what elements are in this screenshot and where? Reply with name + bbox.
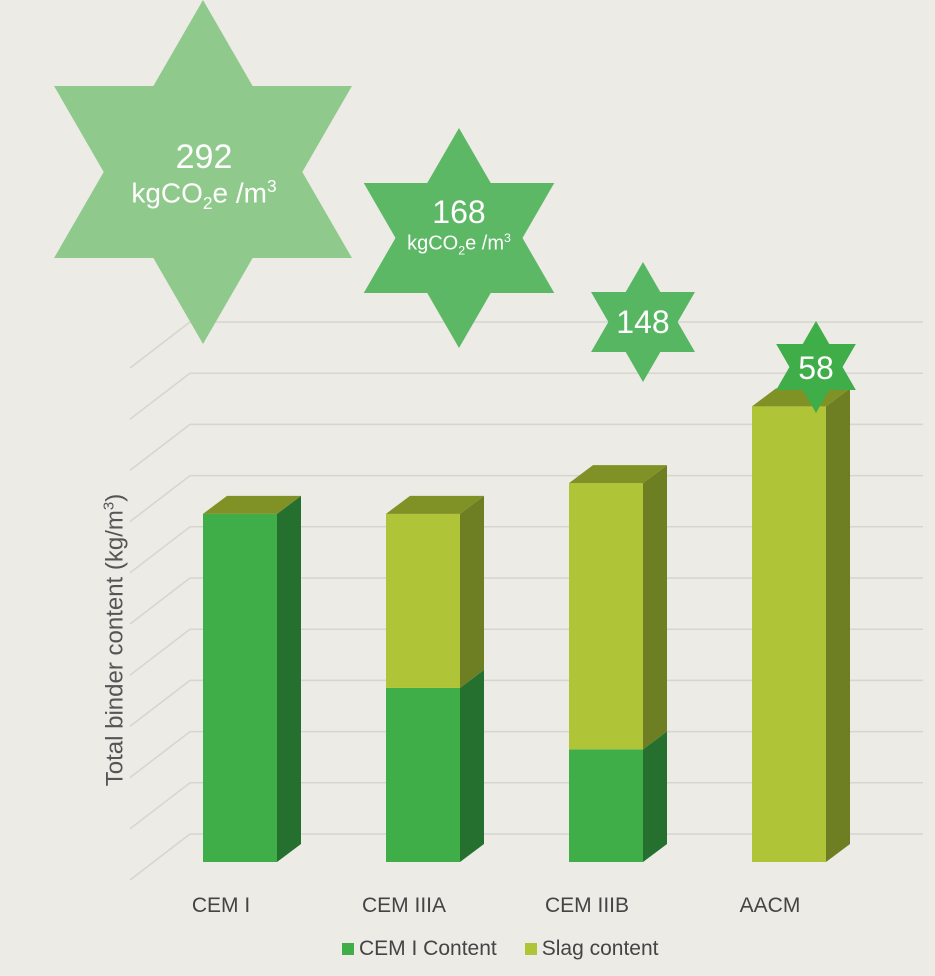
gridline-diagonal: [129, 731, 191, 779]
gridline-diagonal: [129, 782, 191, 830]
bar-side-cem-i-content: [460, 669, 484, 862]
gridline-diagonal: [129, 423, 191, 471]
bar-cem-i-content: [386, 687, 460, 862]
bar-slag-content: [569, 483, 643, 750]
co2-star-annotations: [54, 0, 856, 413]
bar-top: [386, 495, 484, 514]
legend-item-cem-i-content: CEM I Content: [342, 937, 497, 961]
gridline-diagonal: [129, 475, 191, 523]
legend: CEM I Content Slag content: [342, 937, 659, 961]
gridline-diagonal: [129, 577, 191, 625]
gridline-diagonal: [129, 679, 191, 727]
bars: [203, 388, 850, 862]
star-label-cem-iiia: 168 kgCO2e /m3: [407, 194, 511, 258]
bar-top: [569, 465, 667, 484]
legend-label-slag-content: Slag content: [541, 937, 659, 960]
category-label-cem-i: CEM I: [191, 894, 251, 917]
star-down-cem-iiia: [363, 183, 555, 348]
gridline-diagonal: [129, 372, 191, 420]
legend-swatch-slag-content: [524, 943, 537, 955]
category-label-aacm: AACM: [739, 894, 801, 917]
gridline-diagonal: [129, 833, 191, 881]
star-label-cem-i: 292 kgCO2e /m3: [131, 138, 277, 214]
star-label-aacm: 58: [798, 350, 834, 386]
y-axis-label: Total binder content (kg/m3): [100, 493, 129, 787]
bar-cem-i-content: [569, 749, 643, 862]
legend-swatch-cem-i-content: [342, 943, 354, 955]
bar-slag-content: [752, 406, 826, 862]
bar-side-slag-content: [460, 495, 484, 688]
bar-side-cem-i-content: [643, 731, 667, 862]
star-label-cem-iiib: 148: [616, 304, 670, 340]
bar-side-slag-content: [826, 388, 850, 862]
legend-label-cem-i-content: CEM I Content: [359, 937, 497, 960]
gridline-diagonal: [129, 526, 191, 574]
legend-item-slag-content: Slag content: [524, 937, 659, 961]
gridline-diagonal: [129, 321, 191, 369]
star-down-cem-i: [54, 86, 352, 344]
bar-cem-i-content: [203, 513, 277, 862]
star-down-cem-iiib: [591, 292, 695, 382]
gridline-diagonal: [129, 628, 191, 676]
bar-side-cem-i-content: [277, 495, 301, 862]
star-down-aacm: [776, 344, 856, 413]
bar-slag-content: [386, 513, 460, 688]
bar-top: [203, 495, 301, 514]
bar-side-slag-content: [643, 465, 667, 750]
category-label-cem-iiia: CEM IIIA: [361, 894, 446, 917]
category-label-cem-iiib: CEM IIIB: [544, 894, 629, 917]
